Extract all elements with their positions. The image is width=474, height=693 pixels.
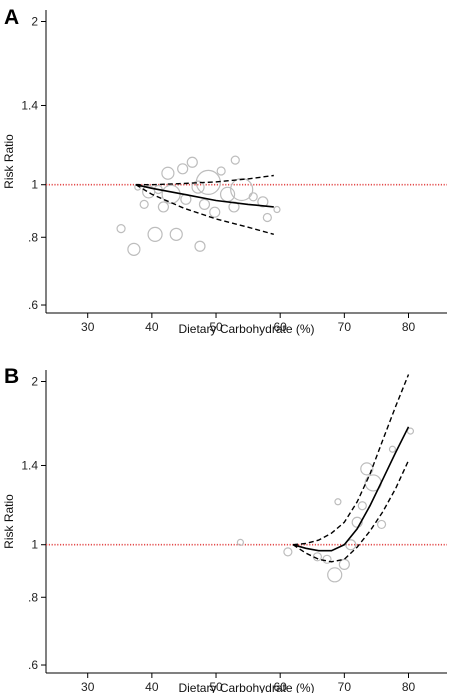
data-point <box>283 547 293 557</box>
data-point <box>116 224 126 234</box>
data-point <box>312 552 322 562</box>
data-point <box>248 192 258 202</box>
data-point <box>257 196 269 208</box>
x-tick-label: 30 <box>81 680 95 693</box>
data-point <box>216 166 226 176</box>
data-point <box>327 567 343 583</box>
y-tick-label: 2 <box>31 374 38 388</box>
x-tick-label: 60 <box>274 680 288 693</box>
data-point <box>191 180 205 194</box>
data-point <box>273 205 281 214</box>
data-point <box>209 206 221 218</box>
y-tick-label: .6 <box>28 298 38 312</box>
fit-line <box>292 426 410 552</box>
data-point <box>357 501 367 511</box>
x-tick-label: 40 <box>145 680 159 693</box>
y-tick-label: .6 <box>28 658 38 672</box>
data-point <box>139 199 149 209</box>
x-axis-title: Dietary Carbohydrate (%) <box>178 322 314 336</box>
x-tick-label: 70 <box>338 680 352 693</box>
y-axis-title: Risk Ratio <box>2 134 16 189</box>
panel-letter: A <box>4 6 19 29</box>
data-point <box>230 155 240 165</box>
data-point <box>388 445 397 453</box>
data-point <box>406 427 415 435</box>
data-point <box>236 538 245 546</box>
x-axis-title: Dietary Carbohydrate (%) <box>178 681 314 693</box>
y-tick-label: 2 <box>31 14 38 28</box>
x-tick-label: 80 <box>402 320 416 334</box>
data-point <box>198 198 211 210</box>
y-tick-label: .8 <box>28 230 38 244</box>
data-point <box>262 212 272 223</box>
ci-upper-line <box>135 174 274 186</box>
data-point <box>360 462 374 476</box>
panel-A: A .6 .8 1 1.4 2 30 40 50 60 70 80 Dietary Carbohydra… <box>2 6 447 336</box>
ci-lower-line <box>292 460 410 563</box>
x-tick-label: 50 <box>209 680 223 693</box>
x-tick-label: 30 <box>81 320 95 334</box>
x-tick-label: 50 <box>209 320 223 334</box>
fit-line <box>135 183 274 208</box>
data-point <box>157 201 170 213</box>
data-point <box>186 156 198 168</box>
x-tick-label: 60 <box>274 320 288 334</box>
panel-B: B .6 .8 1 1.4 2 30 40 50 60 70 80 Dietary Carbohydra… <box>2 365 447 693</box>
y-tick-label: .8 <box>28 590 38 604</box>
data-point <box>161 166 175 180</box>
data-point <box>322 554 332 564</box>
y-tick-label: 1.4 <box>21 458 38 472</box>
data-point <box>127 242 141 256</box>
x-tick-label: 40 <box>145 320 159 334</box>
panel-letter: B <box>4 365 19 388</box>
y-tick-label: 1 <box>31 538 38 552</box>
x-tick-label: 70 <box>338 320 352 334</box>
data-point <box>345 539 357 551</box>
x-tick-label: 80 <box>402 680 416 693</box>
y-tick-label: 1.4 <box>21 98 38 112</box>
data-point <box>147 226 163 242</box>
data-point <box>334 498 342 506</box>
data-point <box>338 558 350 570</box>
data-point <box>169 227 183 241</box>
data-point <box>177 163 189 175</box>
y-tick-label: 1 <box>31 178 38 192</box>
data-point <box>376 519 387 530</box>
y-axis-title: Risk Ratio <box>2 494 16 549</box>
data-point <box>230 177 254 202</box>
data-point <box>194 240 206 252</box>
ci-upper-line <box>292 374 410 546</box>
